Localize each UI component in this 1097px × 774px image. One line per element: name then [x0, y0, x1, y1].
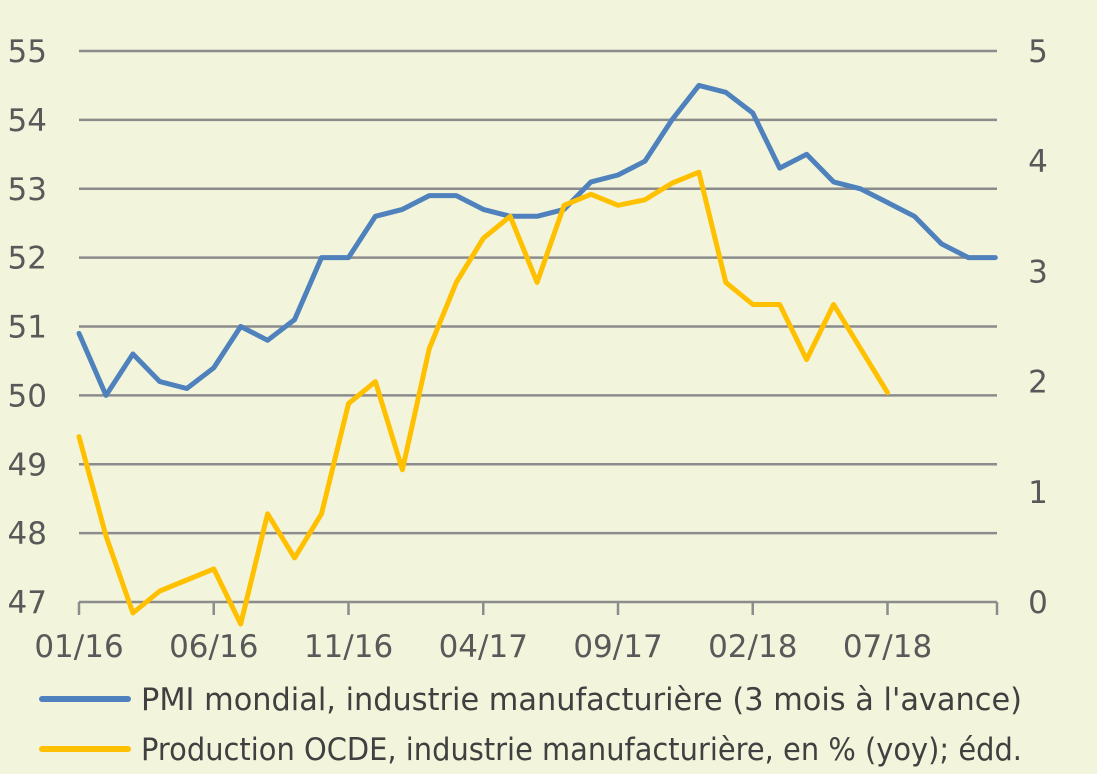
- x-tick-label: 09/17: [573, 629, 662, 665]
- gridlines: [79, 49, 997, 604]
- legend: PMI mondial, industrie manufacturière (3…: [39, 682, 1022, 768]
- left-y-axis: 47 48 49 50 51 52 53 54 55: [8, 34, 47, 621]
- x-tick-label: 11/16: [304, 629, 393, 665]
- left-tick-label: 50: [8, 378, 47, 414]
- right-tick-label: 5: [1028, 34, 1048, 70]
- right-tick-label: 2: [1028, 365, 1048, 401]
- x-tick-label: 01/16: [34, 629, 123, 665]
- x-tick-label: 02/18: [708, 629, 797, 665]
- right-tick-label: 1: [1028, 475, 1048, 511]
- series-lines: [76, 82, 998, 627]
- left-tick-label: 47: [8, 585, 47, 621]
- left-tick-label: 52: [8, 241, 47, 277]
- series-line-1: [76, 82, 998, 398]
- right-tick-label: 4: [1028, 144, 1048, 180]
- x-tick-label: 07/18: [843, 629, 932, 665]
- right-tick-label: 3: [1028, 254, 1048, 290]
- left-tick-label: 53: [8, 172, 47, 208]
- legend-label: Production OCDE, industrie manufacturièr…: [141, 732, 1022, 768]
- left-tick-label: 54: [8, 103, 47, 139]
- right-y-axis: 0 1 2 3 4 5: [1028, 34, 1048, 621]
- right-tick-label: 0: [1028, 585, 1048, 621]
- legend-label: PMI mondial, industrie manufacturière (3…: [141, 682, 1022, 718]
- series-line-2: [76, 169, 890, 627]
- x-axis: 01/16 06/16 11/16 04/17 09/17 02/18 07/18: [34, 602, 999, 665]
- x-tick-label: 06/16: [169, 629, 258, 665]
- left-tick-label: 55: [8, 34, 47, 70]
- left-tick-label: 49: [8, 447, 47, 483]
- left-tick-label: 48: [8, 516, 47, 552]
- left-tick-label: 51: [8, 310, 47, 346]
- x-tick-label: 04/17: [439, 629, 528, 665]
